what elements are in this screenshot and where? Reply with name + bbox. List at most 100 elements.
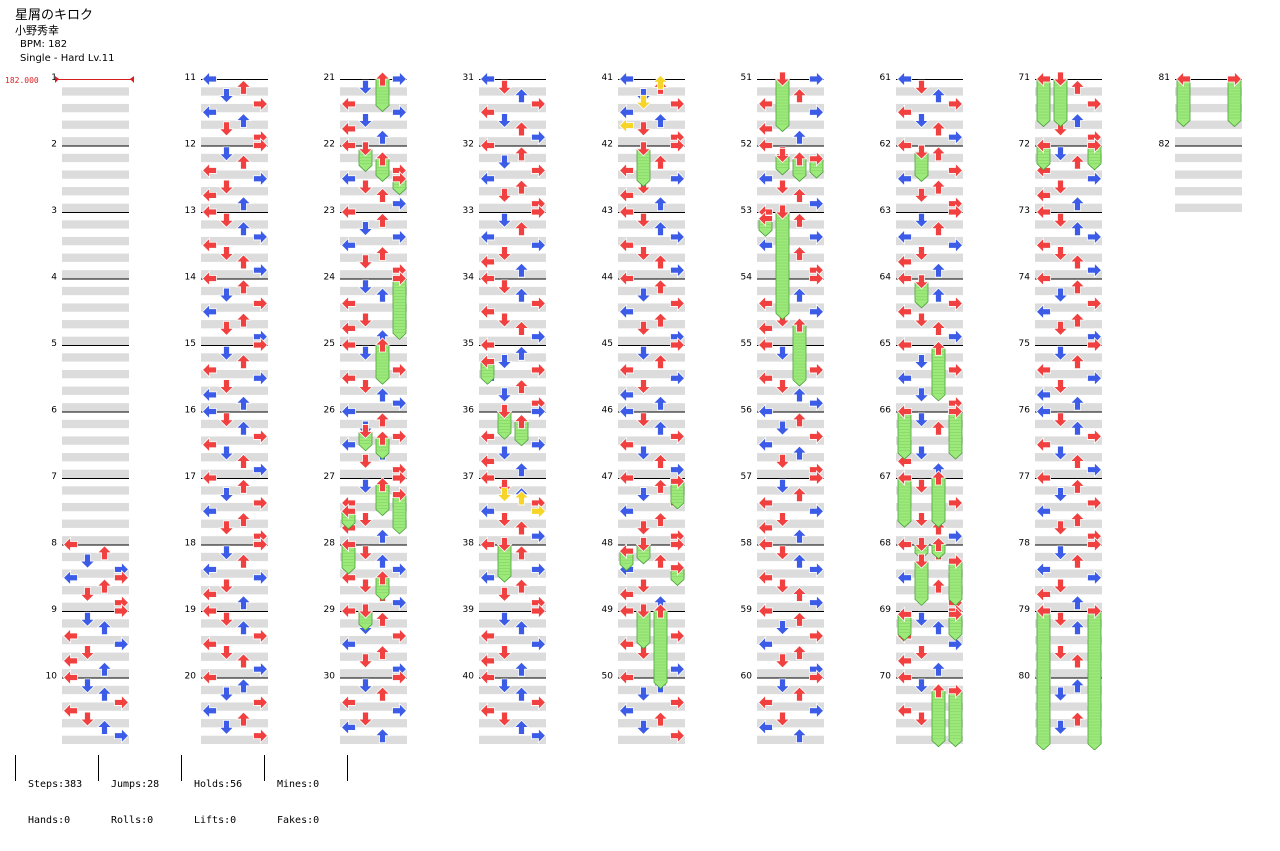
beat-band [201,369,268,379]
beat-band [62,120,129,129]
beat-band [62,702,129,711]
step-arrow [531,295,547,312]
step-arrow [1069,420,1086,436]
step-arrow [340,370,356,387]
beat-band [1035,120,1102,129]
beat-band [201,635,268,645]
step-arrow [357,79,374,95]
beat-band [62,619,129,628]
step-arrow [201,702,217,719]
measure-number: 23 [324,206,335,216]
beat-band [340,286,407,296]
step-arrow [513,88,530,104]
measure-number: 67 [880,472,891,482]
step-arrow [374,212,391,228]
step-arrow [374,151,391,167]
beat-band [896,735,963,744]
step-arrow [357,345,374,361]
step-arrow [948,162,964,179]
beat-band [479,602,546,611]
measure-number: 79 [1019,605,1031,615]
step-arrow [531,636,547,653]
step-arrow [235,653,252,669]
beat-band [618,153,685,163]
step-arrow [1052,412,1069,428]
step-arrow [531,561,547,578]
beat-band [62,502,129,512]
measure-number: 26 [324,406,336,416]
beat-band [757,619,824,628]
measure-number: 24 [324,273,336,283]
beat-band [1035,153,1102,163]
beat-band [340,536,407,545]
step-arrow [1052,611,1069,627]
jumps-count: Jumps:28 [111,779,160,790]
step-arrow [670,228,686,245]
step-arrow [253,536,269,553]
step-arrow [79,553,96,569]
step-arrow [513,520,530,536]
step-arrow [374,337,391,353]
beat-band [757,286,824,296]
beat-band [479,619,546,628]
step-arrow [235,112,252,128]
step-arrow [479,627,495,644]
beat-band [1035,403,1102,412]
beat-band [618,569,685,578]
beat-band [757,253,824,262]
step-arrow [791,728,808,744]
step-arrow [496,312,513,328]
beat-band [479,685,546,695]
beat-band [1035,519,1102,528]
step-arrow [1069,620,1086,636]
beat-band [757,453,824,462]
beat-band [1035,353,1102,362]
step-arrow [791,151,808,167]
beat-band [340,253,407,262]
measure-number: 19 [185,605,197,615]
step-arrow [235,711,252,727]
step-arrow [253,337,269,353]
beat-band [201,519,268,528]
measure-number: 6 [51,406,57,416]
step-arrow [635,246,652,262]
beat-band [896,253,963,262]
step-arrow [948,494,964,511]
step-arrow [896,536,912,553]
step-arrow [618,204,634,220]
step-arrow [913,553,930,569]
step-arrow [513,179,530,195]
step-arrow [62,669,78,686]
step-arrow [652,154,669,170]
step-arrow [340,694,356,711]
beat-band [618,120,685,129]
step-arrow [1052,578,1069,594]
step-arrow [357,603,374,619]
step-arrow [218,487,235,503]
step-arrow [374,412,391,428]
step-arrow [930,536,947,552]
step-arrow [531,129,547,146]
measure-number: 38 [463,539,475,549]
step-arrow [357,512,374,528]
beat-band [479,236,546,246]
step-arrow [618,117,634,134]
beat-band [479,436,546,445]
step-arrow [913,611,930,627]
step-arrow [1052,645,1069,661]
step-arrow [479,702,495,719]
step-arrow [1052,146,1069,162]
beat-band [340,170,407,179]
step-arrow [618,187,634,204]
step-arrow [635,487,652,503]
beat-band [618,469,685,478]
step-arrow [114,694,130,711]
beat-band [1035,103,1102,113]
step-arrow [340,137,356,154]
step-arrow [791,528,808,544]
step-arrow [392,486,408,503]
step-arrow [948,606,964,623]
step-arrow [357,711,374,727]
beat-band [62,586,129,595]
measure-number: 58 [741,539,753,549]
